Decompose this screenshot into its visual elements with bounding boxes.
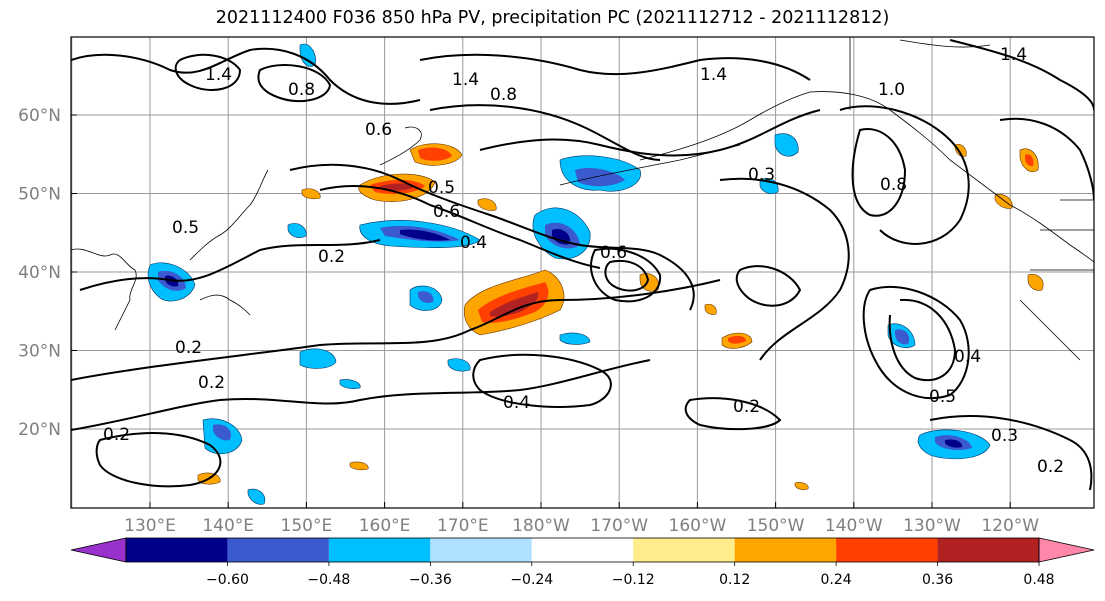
contour-label: 0.2 — [198, 373, 225, 393]
contour-label: 1.4 — [700, 65, 727, 85]
contour-label: 0.4 — [503, 393, 530, 413]
lon-tick-label: 160°W — [669, 516, 727, 536]
colorbar-frame — [125, 537, 1040, 563]
colorbar-segment — [227, 538, 329, 562]
contour-label: 0.2 — [733, 397, 760, 417]
precip-shading — [147, 43, 1044, 505]
lat-tick-label: 50°N — [18, 185, 61, 205]
colorbar-tick-label: 0.48 — [1023, 572, 1054, 588]
lon-tick-label: 160°E — [359, 516, 411, 536]
colorbar-tick-label: −0.24 — [510, 572, 553, 588]
lon-tick-label: 150°W — [747, 516, 805, 536]
contour-label: 0.5 — [428, 178, 455, 198]
lon-tick-label: 150°E — [281, 516, 333, 536]
colorbar-extend-high — [1038, 537, 1095, 563]
contour-label: 1.4 — [452, 70, 479, 90]
lat-tick-label: 30°N — [18, 342, 61, 362]
colorbar-tick-label: −0.48 — [307, 572, 350, 588]
lon-tick-label: 140°E — [202, 516, 254, 536]
positive-precip-peak — [380, 183, 539, 317]
lat-tick-label: 20°N — [18, 420, 61, 440]
lon-tick-label: 140°W — [825, 516, 883, 536]
colorbar-tick-label: 0.36 — [922, 572, 953, 588]
contour-label: 0.4 — [954, 347, 981, 367]
contour-label: 0.5 — [172, 218, 199, 238]
contour-label: 0.4 — [460, 233, 487, 253]
colorbar-segment — [937, 538, 1039, 562]
contour-label: 0.2 — [175, 338, 202, 358]
contour-label: 0.6 — [433, 202, 460, 222]
pv-contours — [71, 39, 1094, 491]
colorbar-tick-label: 0.24 — [821, 572, 852, 588]
colorbar-tick-label: −0.60 — [206, 572, 249, 588]
colorbar-segment — [126, 538, 228, 562]
contour-label: 0.2 — [318, 247, 345, 267]
contour-label: 1.4 — [205, 65, 232, 85]
colorbar-tick-label: 0.12 — [719, 572, 750, 588]
contour-label: 0.8 — [288, 80, 315, 100]
contour-label: 0.3 — [991, 426, 1018, 446]
longitude-ticks: 130°E 140°E 150°E 160°E 170°E 180°W 170°W 160°W… — [124, 502, 1039, 536]
colorbar-segment — [836, 538, 938, 562]
contour-label: 1.4 — [1000, 45, 1027, 65]
contour-label: 0.6 — [600, 243, 627, 263]
colorbar: −0.60 −0.48 −0.36 −0.24 −0.12 0.12 0.24 0.36 0.4… — [70, 537, 1095, 588]
contour-label: 0.2 — [1037, 457, 1064, 477]
colorbar-segment — [328, 538, 431, 562]
colorbar-segment — [531, 538, 634, 562]
colorbar-tick-label: −0.36 — [409, 572, 452, 588]
lon-tick-label: 120°W — [981, 516, 1039, 536]
contour-label: 0.2 — [103, 425, 130, 445]
colorbar-segment — [430, 538, 532, 562]
contour-label: 0.3 — [748, 165, 775, 185]
lon-tick-label: 180°W — [512, 516, 570, 536]
colorbar-extend-low — [70, 537, 127, 563]
lon-tick-label: 130°E — [124, 516, 176, 536]
colorbar-segment — [633, 538, 735, 562]
contour-label: 0.8 — [880, 175, 907, 195]
contour-label: 0.6 — [365, 120, 392, 140]
map-title: 2021112400 F036 850 hPa PV, precipitatio… — [215, 8, 890, 28]
contour-label: 0.5 — [929, 387, 956, 407]
lon-tick-label: 130°W — [903, 516, 961, 536]
contour-labels: 1.4 0.8 1.4 0.8 1.0 1.4 1.4 0.6 0.5 0.5 … — [103, 45, 1064, 477]
contour-label: 0.8 — [490, 85, 517, 105]
lon-tick-label: 170°W — [590, 516, 648, 536]
colorbar-segment — [734, 538, 837, 562]
lon-tick-label: 170°E — [437, 516, 489, 536]
latitude-ticks: 60°N 50°N 40°N 30°N 20°N — [18, 106, 77, 440]
lat-tick-label: 40°N — [18, 263, 61, 283]
lat-tick-label: 60°N — [18, 106, 61, 126]
contour-label: 1.0 — [878, 80, 905, 100]
colorbar-tick-label: −0.12 — [612, 572, 655, 588]
